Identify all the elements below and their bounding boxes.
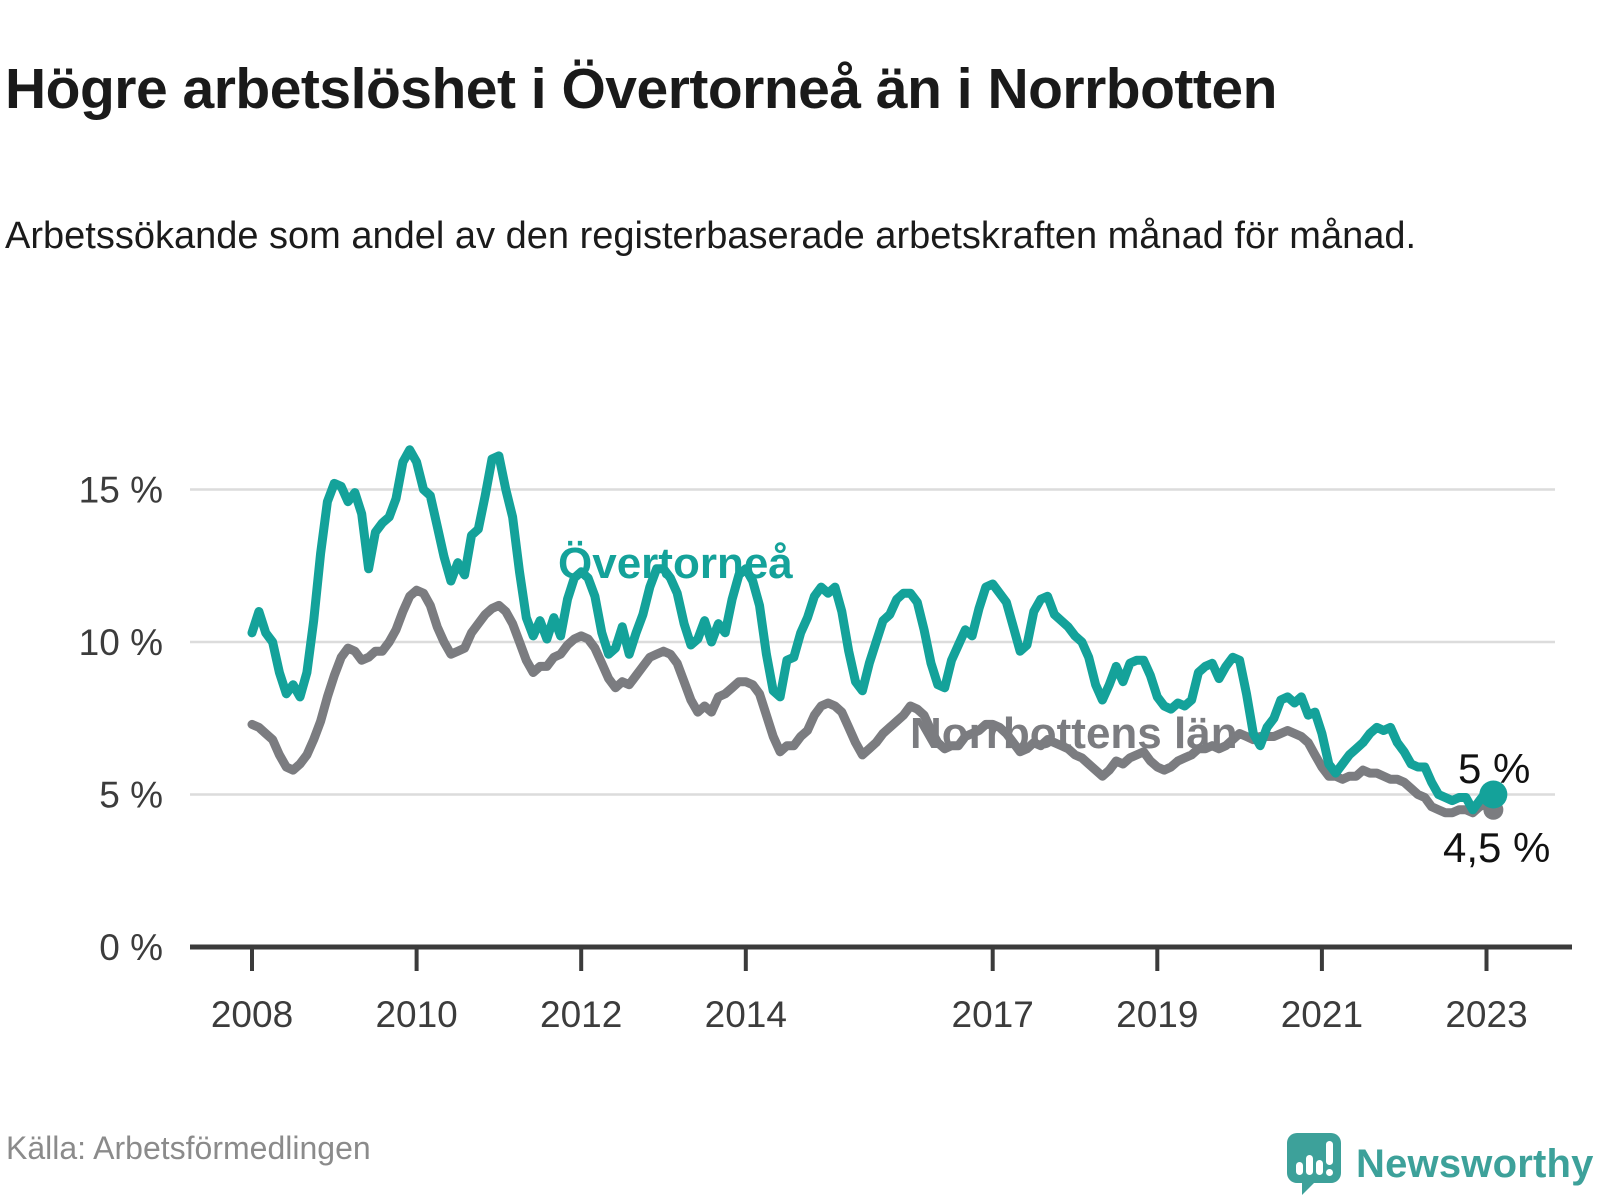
- x-tick-label: 2019: [1116, 994, 1198, 1035]
- y-tick-label: 10 %: [79, 622, 163, 663]
- newsworthy-logo-icon: [1286, 1132, 1342, 1196]
- y-tick-label: 0 %: [99, 927, 163, 968]
- overtornea-series-label: Övertorneå: [558, 539, 793, 588]
- overtornea-line: [247, 445, 1498, 815]
- y-tick-label: 5 %: [99, 775, 163, 816]
- x-tick-label: 2008: [211, 994, 293, 1035]
- overtornea-end-dot: [1479, 780, 1508, 809]
- norrbotten-end-value-label: 4,5 %: [1443, 824, 1550, 871]
- x-tick-label: 2014: [705, 994, 787, 1035]
- y-axis-labels: 0 % 5 % 10 % 15 %: [79, 470, 163, 969]
- page-title: Högre arbetslöshet i Övertorneå än i Nor…: [5, 57, 1277, 122]
- chart-subtitle: Arbetssökande som andel av den registerb…: [5, 215, 1417, 257]
- newsworthy-logo: Newsworthy: [1286, 1132, 1594, 1196]
- newsworthy-logo-text: Newsworthy: [1356, 1141, 1594, 1186]
- overtornea-end-value-label: 5 %: [1458, 745, 1530, 792]
- norrbotten-line: [247, 585, 1498, 818]
- norrbotten-series-label: Norrbottens län: [910, 709, 1238, 758]
- x-tick-label: 2010: [375, 994, 457, 1035]
- x-axis: [190, 944, 1572, 971]
- x-tick-label: 2017: [952, 994, 1034, 1035]
- x-tick-label: 2023: [1445, 994, 1527, 1035]
- x-tick-label: 2021: [1281, 994, 1363, 1035]
- x-tick-label: 2012: [540, 994, 622, 1035]
- x-axis-labels: 2008 2010 2012 2014 2017 2019 2021 2023: [211, 994, 1528, 1035]
- source-note: Källa: Arbetsförmedlingen: [6, 1130, 371, 1166]
- y-tick-label: 15 %: [79, 470, 163, 511]
